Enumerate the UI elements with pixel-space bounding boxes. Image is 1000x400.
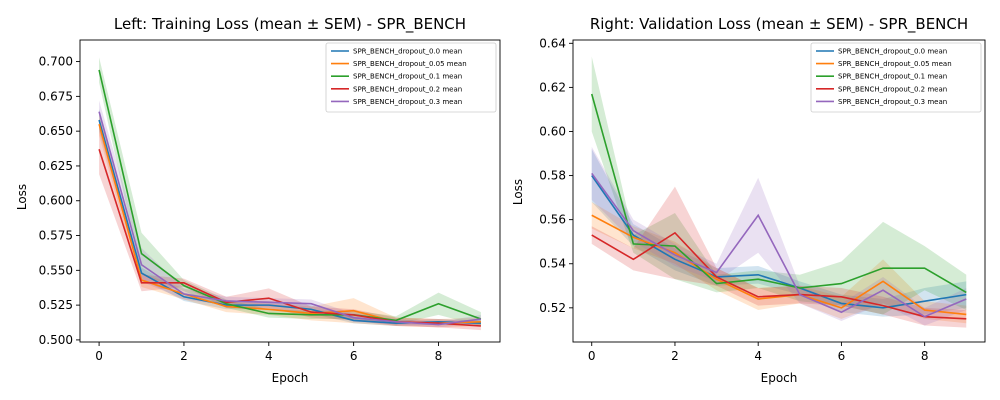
series-line-2	[98, 69, 482, 322]
x-tick-label: 8	[921, 349, 929, 363]
training-loss-panel: Left: Training Loss (mean ± SEM) - SPR_B…	[15, 15, 501, 385]
sem-band-0	[99, 108, 481, 326]
x-tick-label: 4	[754, 349, 762, 363]
plot-frame	[79, 39, 501, 343]
y-tick-label: 0.550	[39, 263, 73, 277]
x-tick-label: 2	[180, 349, 188, 363]
y-tick-label: 0.58	[539, 169, 566, 183]
legend-label-1: SPR_BENCH_dropout_0.05 mean	[838, 60, 952, 68]
series-line-0	[591, 175, 967, 309]
sem-band-4	[591, 146, 967, 326]
y-tick-label: 0.650	[39, 124, 73, 138]
legend-label-4: SPR_BENCH_dropout_0.3 mean	[838, 98, 947, 106]
legend-label-3: SPR_BENCH_dropout_0.2 mean	[838, 85, 947, 93]
x-axis-label: Epoch	[272, 371, 309, 385]
chart-title: Right: Validation Loss (mean ± SEM) - SP…	[590, 15, 968, 34]
y-tick-label: 0.56	[539, 213, 566, 227]
y-axis-label: Loss	[15, 184, 29, 210]
y-tick-label: 0.52	[539, 301, 566, 315]
x-tick-label: 6	[350, 349, 358, 363]
series-line-3	[591, 231, 967, 320]
y-tick-label: 0.500	[39, 333, 73, 347]
sem-band-4	[99, 100, 481, 328]
series-line-4	[98, 111, 482, 326]
x-tick-label: 2	[671, 349, 679, 363]
y-tick-label: 0.600	[39, 194, 73, 208]
legend: SPR_BENCH_dropout_0.0 mean SPR_BENCH_drop…	[810, 42, 982, 113]
legend-label-4: SPR_BENCH_dropout_0.3 mean	[353, 98, 462, 106]
plot-frame	[572, 39, 986, 343]
sem-band-2	[591, 56, 967, 315]
x-axis-label: Epoch	[761, 371, 798, 385]
y-tick-label: 0.62	[539, 80, 566, 94]
series-line-2	[590, 93, 967, 294]
y-tick-label: 0.625	[39, 159, 73, 173]
y-tick-label: 0.575	[39, 229, 73, 243]
x-tick-label: 8	[435, 349, 443, 363]
x-tick-label: 6	[838, 349, 846, 363]
legend-label-0: SPR_BENCH_dropout_0.0 mean	[353, 48, 462, 56]
y-tick-label: 0.525	[39, 298, 73, 312]
x-tick-label: 0	[588, 349, 596, 363]
series-line-4	[591, 172, 967, 318]
sem-band-3	[591, 186, 967, 328]
y-tick-label: 0.64	[539, 36, 566, 50]
y-tick-label: 0.675	[39, 89, 73, 103]
sem-band-1	[591, 202, 967, 324]
sem-band-1	[99, 113, 481, 328]
x-tick-label: 0	[95, 349, 103, 363]
sem-band-2	[99, 57, 481, 327]
chart-title: Left: Training Loss (mean ± SEM) - SPR_B…	[114, 15, 466, 34]
legend-label-2: SPR_BENCH_dropout_0.1 mean	[353, 73, 462, 81]
legend-label-0: SPR_BENCH_dropout_0.0 mean	[838, 48, 947, 56]
legend: SPR_BENCH_dropout_0.0 mean SPR_BENCH_drop…	[325, 42, 497, 113]
series-line-1	[98, 123, 481, 325]
y-tick-label: 0.60	[539, 124, 566, 138]
legend-label-2: SPR_BENCH_dropout_0.1 mean	[838, 73, 947, 81]
x-tick-label: 4	[265, 349, 273, 363]
series-line-0	[98, 119, 481, 325]
legend-label-1: SPR_BENCH_dropout_0.05 mean	[353, 60, 467, 68]
y-tick-label: 0.700	[39, 55, 73, 69]
validation-loss-panel: Right: Validation Loss (mean ± SEM) - SP…	[511, 15, 986, 385]
legend-box	[810, 42, 982, 113]
y-tick-label: 0.54	[539, 257, 566, 271]
legend-box	[325, 42, 497, 113]
y-axis-label: Loss	[511, 179, 525, 205]
legend-label-3: SPR_BENCH_dropout_0.2 mean	[353, 85, 462, 93]
